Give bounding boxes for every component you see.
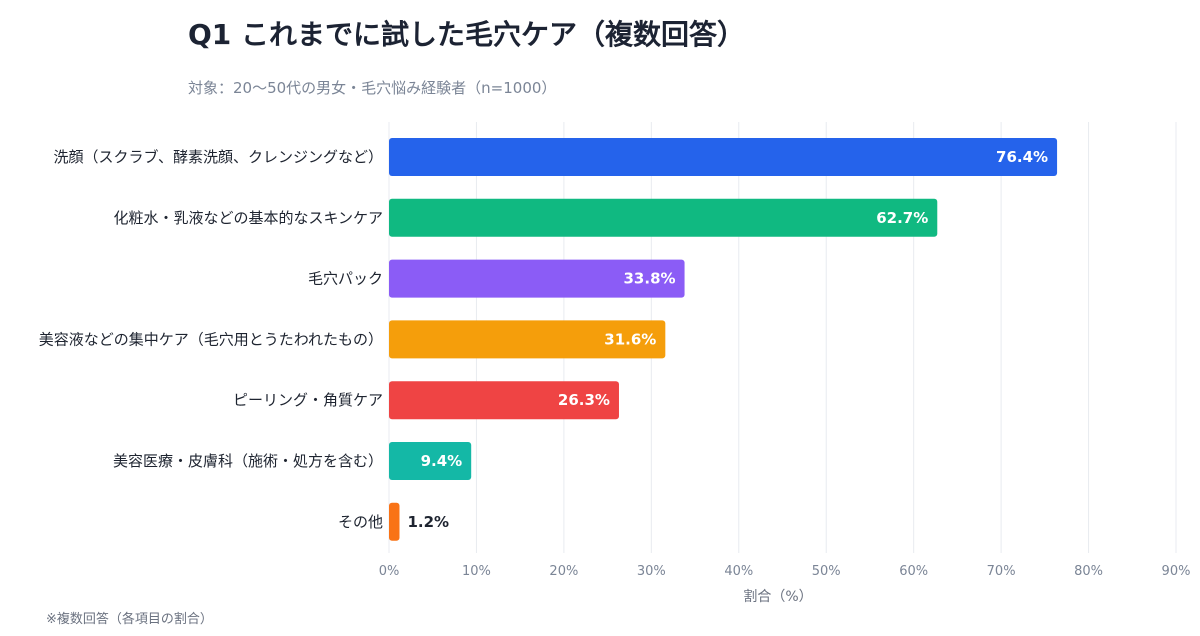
bar (389, 502, 400, 541)
bar (389, 259, 685, 298)
x-tick-label: 0% (379, 564, 400, 579)
grid-layer (388, 122, 1177, 553)
x-tick-label: 40% (724, 564, 753, 579)
bar (389, 198, 938, 237)
x-tick-labels: 0% 10% 20% 30% 40% 50% 60% 70% 80% 90% (379, 564, 1191, 579)
bar (389, 320, 666, 359)
category-label: 美容液などの集中ケア（毛穴用とうたわれたもの） (39, 330, 383, 348)
x-tick-label: 20% (549, 564, 578, 579)
bar-value-label: 31.6% (604, 330, 656, 348)
chart-subtitle: 対象：20〜50代の男女・毛穴悩み経験者（n=1000） (188, 79, 556, 97)
category-labels: 洗顔（スクラブ、酵素洗顔、クレンジングなど） 化粧水・乳液などの基本的なスキンケア… (39, 148, 383, 531)
bar-value-label: 62.7% (876, 209, 928, 227)
footnote: ※複数回答（各項目の割合） (46, 611, 213, 627)
bar (389, 381, 619, 420)
chart-title: Q1 これまでに試した毛穴ケア（複数回答） (188, 18, 745, 51)
category-label: 美容医療・皮膚科（施術・処方を含む） (113, 452, 383, 470)
bar (389, 138, 1058, 176)
x-tick-label: 30% (637, 564, 666, 579)
category-label: ピーリング・角質ケア (233, 391, 383, 409)
bar-value-label: 76.4% (996, 148, 1048, 166)
x-tick-label: 90% (1162, 564, 1191, 579)
bars-layer: 76.4% 62.7% 33.8% 31.6% 26.3% 9.4% 1.2% (389, 138, 1058, 541)
x-axis-title: 割合（%） (743, 588, 812, 605)
x-tick-label: 50% (812, 564, 841, 579)
category-label: その他 (338, 513, 383, 531)
bar-value-label: 9.4% (421, 452, 463, 470)
category-label: 洗顔（スクラブ、酵素洗顔、クレンジングなど） (53, 148, 383, 166)
category-label: 毛穴パック (308, 270, 383, 288)
bar (389, 442, 472, 480)
bar-value-label: 33.8% (624, 270, 676, 288)
x-tick-label: 80% (1074, 564, 1103, 579)
bar-value-label: 1.2% (407, 513, 449, 531)
x-tick-label: 70% (987, 564, 1016, 579)
category-label: 化粧水・乳液などの基本的なスキンケア (113, 209, 383, 227)
bar-value-label: 26.3% (558, 391, 610, 409)
x-tick-label: 60% (899, 564, 928, 579)
x-tick-label: 10% (462, 564, 491, 579)
